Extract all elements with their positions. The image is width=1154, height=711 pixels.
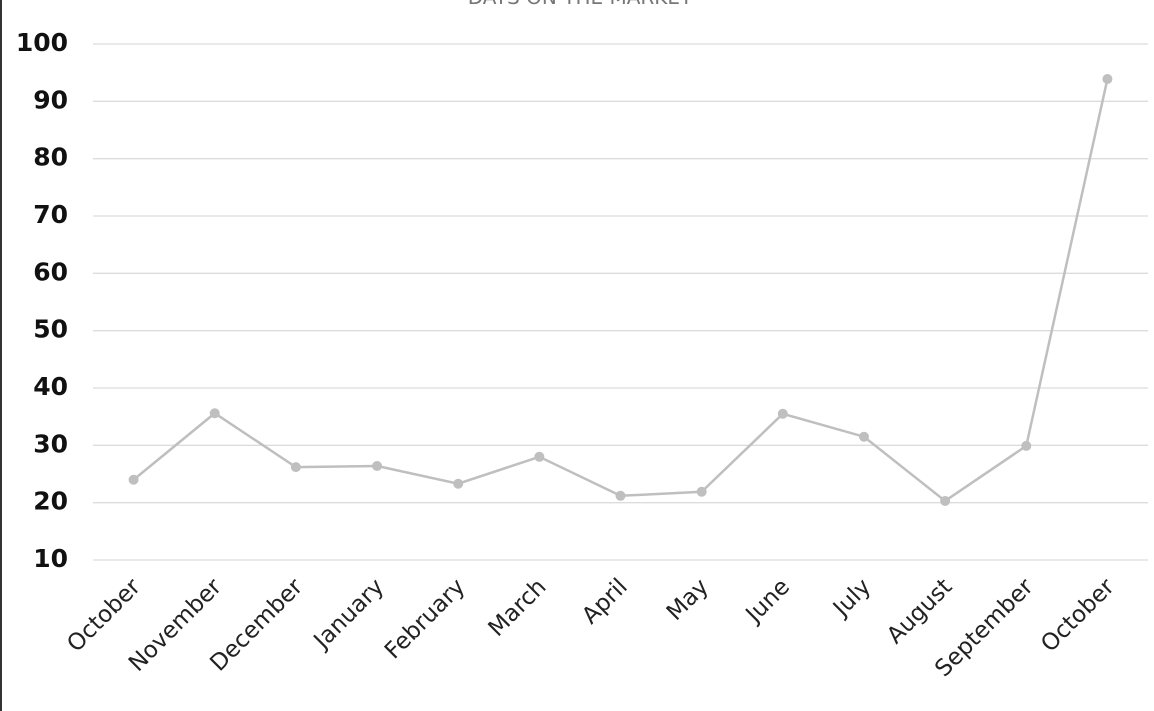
- chart-title: DAYS ON THE MARKET: [468, 0, 693, 9]
- point: [696, 486, 707, 497]
- point: [615, 490, 626, 501]
- y-tick-label: 50: [33, 315, 68, 344]
- y-tick-label: 80: [33, 143, 68, 172]
- point: [209, 408, 220, 419]
- point: [777, 408, 788, 419]
- y-tick-label: 60: [33, 257, 68, 286]
- line: [132, 78, 1109, 503]
- point: [290, 462, 301, 473]
- x-tick-label: October: [1036, 573, 1120, 657]
- point: [534, 451, 545, 462]
- point: [1102, 73, 1113, 84]
- point: [940, 495, 951, 506]
- x-tick-label: February: [380, 574, 470, 664]
- y-tick-label: 10: [33, 544, 68, 573]
- point: [372, 460, 383, 471]
- y-tick-label: 70: [33, 200, 68, 229]
- y-tick-label: 40: [33, 372, 68, 401]
- y-tick-label: 20: [33, 487, 68, 516]
- point: [1021, 440, 1032, 451]
- x-tick-label: June: [740, 574, 795, 629]
- x-tick-label: May: [662, 574, 714, 626]
- y-tick-label: 30: [33, 429, 68, 458]
- x-tick-label: August: [882, 574, 957, 649]
- point: [128, 474, 139, 485]
- x-tick-label: January: [308, 574, 389, 655]
- y-tick-label: 90: [33, 85, 68, 114]
- point: [453, 478, 464, 489]
- x-tick-label: April: [577, 574, 633, 630]
- x-tick-label: July: [827, 574, 876, 623]
- point: [858, 431, 869, 442]
- x-tick-label: March: [484, 574, 552, 642]
- x-tick-label: October: [62, 573, 146, 657]
- y-tick-label: 100: [16, 28, 68, 57]
